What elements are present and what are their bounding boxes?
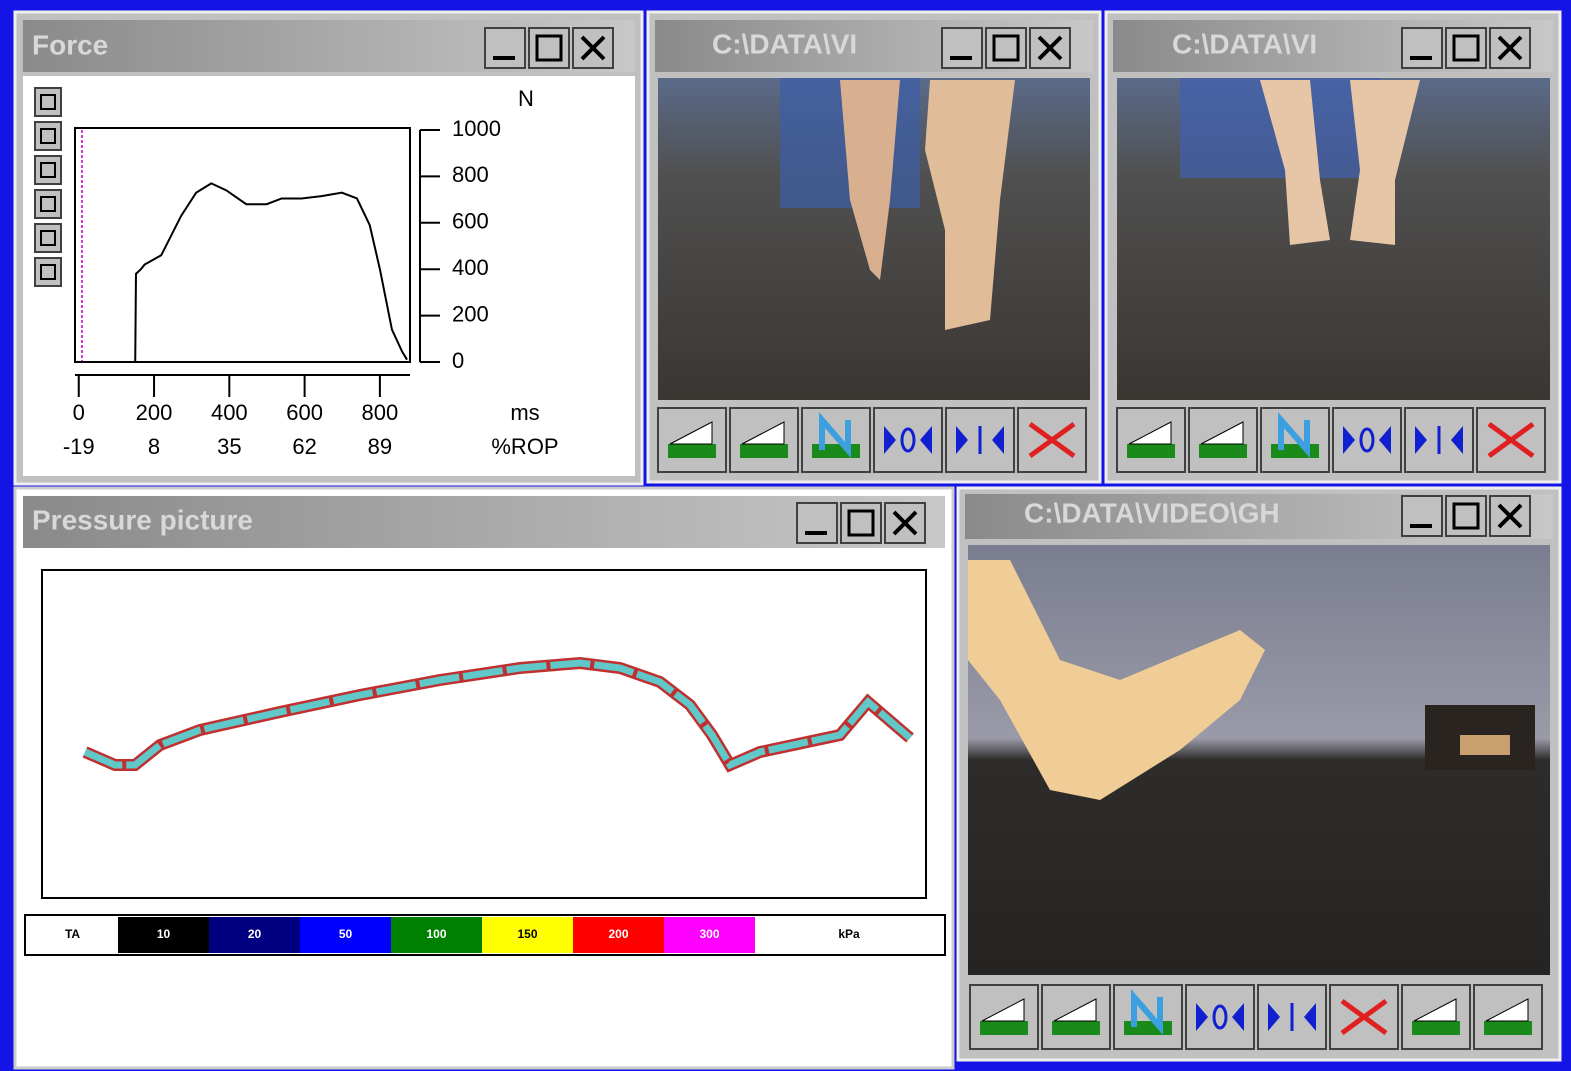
y-tick-label: 1000 <box>452 116 501 141</box>
x-tick-label: 0 <box>73 400 85 425</box>
legend-label: 20 <box>248 927 262 941</box>
window-max-button[interactable] <box>1446 496 1486 536</box>
window-title: C:\DATA\VI <box>1172 28 1317 59</box>
zoom-button[interactable] <box>35 88 61 116</box>
x-tick-label: 800 <box>362 400 399 425</box>
x-tick-label: 600 <box>286 400 323 425</box>
x2-tick-label: -19 <box>63 434 95 459</box>
zoom-button[interactable] <box>35 190 61 218</box>
film-icon <box>740 444 788 458</box>
legend-label: 150 <box>517 927 537 941</box>
window-title: C:\DATA\VIDEO\GH <box>1024 497 1280 528</box>
y-tick-label: 200 <box>452 301 489 326</box>
film-icon <box>980 1021 1028 1035</box>
legend-label: 100 <box>426 927 446 941</box>
window-title: Force <box>32 29 108 60</box>
zoom-button[interactable] <box>35 224 61 252</box>
window-max-button[interactable] <box>529 28 569 68</box>
window-title: C:\DATA\VI <box>712 28 857 59</box>
legend-label: 300 <box>699 927 719 941</box>
window-max-button[interactable] <box>1446 28 1486 68</box>
y-unit: N <box>518 86 534 111</box>
window-min-button[interactable] <box>942 28 982 68</box>
window-min-button[interactable] <box>485 28 525 68</box>
window-max-button[interactable] <box>986 28 1026 68</box>
x2-tick-label: 35 <box>217 434 241 459</box>
zoom-button[interactable] <box>35 156 61 184</box>
film-icon <box>668 444 716 458</box>
film-icon <box>1052 1021 1100 1035</box>
x2-unit: %ROP <box>491 434 558 459</box>
film-icon <box>1412 1021 1460 1035</box>
zoom-button[interactable] <box>35 122 61 150</box>
icon <box>1410 524 1432 528</box>
icon <box>950 56 972 60</box>
x2-tick-label: 89 <box>368 434 392 459</box>
x2-tick-label: 8 <box>148 434 160 459</box>
y-tick-label: 400 <box>452 255 489 280</box>
zoom-button[interactable] <box>35 258 61 286</box>
legend-label: 200 <box>608 927 628 941</box>
window-title: Pressure picture <box>32 504 253 535</box>
window-min-button[interactable] <box>1402 496 1442 536</box>
x-tick-label: 400 <box>211 400 248 425</box>
screen: Force 0 200 400 600 800 1000 N 0 -19 200 8 400 35 600… <box>0 0 1571 1071</box>
film-icon <box>1484 1021 1532 1035</box>
icon <box>1410 56 1432 60</box>
legend-label: TA <box>65 927 80 941</box>
x2-tick-label: 62 <box>292 434 316 459</box>
y-tick-label: 0 <box>452 348 464 373</box>
x-unit: ms <box>510 400 539 425</box>
window-min-button[interactable] <box>797 503 837 543</box>
window-min-button[interactable] <box>1402 28 1442 68</box>
chart-area <box>23 76 635 476</box>
icon <box>493 56 515 60</box>
window-max-button[interactable] <box>841 503 881 543</box>
y-tick-label: 800 <box>452 162 489 187</box>
box-label <box>1460 735 1510 755</box>
icon <box>805 531 827 535</box>
film-icon <box>1127 444 1175 458</box>
legend-label: kPa <box>838 927 860 941</box>
film-icon <box>1199 444 1247 458</box>
legend: TA 10 20 50 100 150 200 300 kPa <box>27 917 943 953</box>
y-tick-label: 600 <box>452 209 489 234</box>
legend-label: 10 <box>157 927 171 941</box>
x-tick-label: 200 <box>136 400 173 425</box>
legend-label: 50 <box>339 927 353 941</box>
